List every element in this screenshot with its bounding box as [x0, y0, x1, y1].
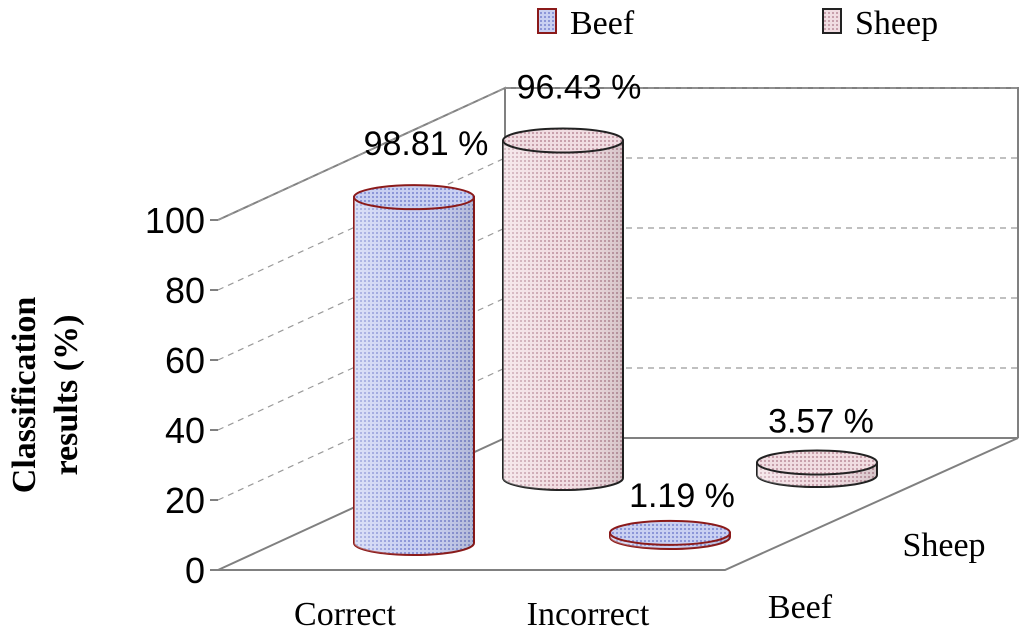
gridline-side [217, 87, 506, 221]
y-axis: 0 20 40 60 80 100 [145, 200, 218, 591]
y-tick-label: 100 [145, 200, 205, 241]
x-label-correct: Correct [294, 596, 397, 633]
floor [218, 437, 1019, 571]
data-label-sheep-incorrect: 3.57 % [768, 403, 874, 441]
data-label-beef-incorrect: 1.19 % [629, 477, 735, 515]
depth-label-beef: Beef [768, 589, 833, 626]
cylinder-top [609, 519, 731, 546]
depth-label-sheep: Sheep [902, 527, 985, 564]
y-axis-title-line2: results (%) [48, 315, 85, 476]
bar-sheep-incorrect [756, 449, 878, 488]
data-label-sheep-correct: 96.43 % [517, 68, 642, 106]
cylinder-top [502, 127, 624, 154]
y-tick-label: 20 [165, 480, 205, 521]
legend-swatch-beef [537, 8, 557, 34]
cylinder-shade [503, 140, 623, 490]
y-axis-title-line1: Classification [6, 297, 43, 494]
legend: Beef Sheep [537, 5, 938, 42]
y-axis-title: Classification results (%) [6, 297, 85, 494]
legend-swatch-sheep [822, 8, 842, 34]
cylinder-top [353, 184, 475, 211]
x-label-incorrect: Incorrect [527, 596, 650, 633]
data-labels: 96.43 % 3.57 % 98.81 % 1.19 % [364, 68, 874, 514]
legend-label-sheep: Sheep [855, 5, 938, 42]
y-tick-label: 0 [185, 550, 205, 591]
y-tick-label: 60 [165, 340, 205, 381]
cylinder-top [756, 449, 878, 476]
y-tick-label: 80 [165, 270, 205, 311]
bars [353, 127, 878, 556]
bar-beef-correct [353, 184, 475, 556]
bar-sheep-correct [502, 127, 624, 491]
legend-label-beef: Beef [570, 5, 635, 42]
y-tick-label: 40 [165, 410, 205, 451]
bar-beef-incorrect [609, 519, 731, 550]
cylinder-shade [354, 197, 474, 556]
data-label-beef-correct: 98.81 % [364, 125, 489, 163]
